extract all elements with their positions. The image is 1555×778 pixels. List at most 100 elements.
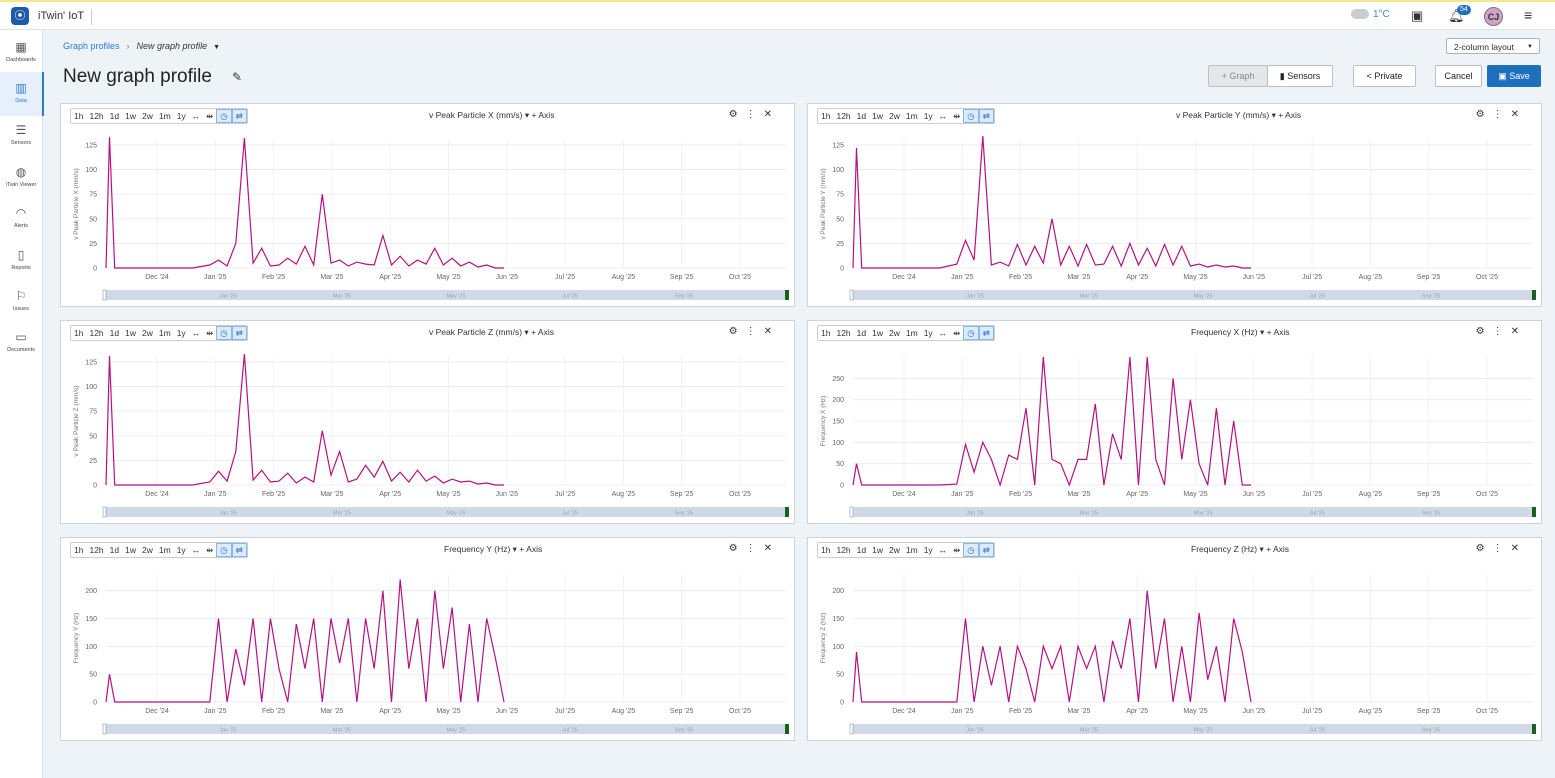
- sync-icon[interactable]: ⇄: [978, 326, 994, 340]
- close-icon[interactable]: ✕: [1510, 109, 1527, 120]
- clock-icon[interactable]: ◷: [216, 109, 232, 123]
- graph-title[interactable]: v Peak Particle Y (mm/s) ▾ + Axis: [1176, 110, 1301, 121]
- more-icon[interactable]: ⋮: [1492, 543, 1511, 554]
- time-button[interactable]: 1m: [905, 111, 918, 121]
- navigator-handle-right[interactable]: [1532, 290, 1536, 300]
- time-button[interactable]: 1d: [109, 111, 120, 121]
- more-icon[interactable]: ⋮: [1492, 109, 1511, 120]
- time-button[interactable]: 1d: [109, 545, 120, 555]
- sensors-button[interactable]: ▮ Sensors: [1267, 65, 1333, 87]
- sidebar-item-reports[interactable]: ▯ Reports: [0, 243, 42, 283]
- time-button[interactable]: 1h: [74, 111, 84, 121]
- sidebar-item-itwin-viewer[interactable]: ◍ iTwin Viewer: [0, 160, 42, 200]
- time-button[interactable]: 2w: [142, 328, 153, 338]
- add-axis-button[interactable]: + Axis: [1266, 544, 1290, 554]
- sync-icon[interactable]: ⇄: [978, 543, 994, 557]
- time-button[interactable]: 1w: [125, 328, 136, 338]
- gear-icon[interactable]: ⚙: [1475, 326, 1493, 337]
- add-axis-button[interactable]: + Axis: [531, 110, 555, 120]
- range-navigator[interactable]: [851, 507, 1535, 517]
- range-navigator[interactable]: [851, 724, 1535, 734]
- time-button[interactable]: ↔: [191, 545, 201, 555]
- time-button[interactable]: 1h: [821, 328, 831, 338]
- chart-area[interactable]: 0 50 100 150 200 250 Dec '24 Jan '25 Feb '25 Mar …: [808, 343, 1541, 523]
- time-button[interactable]: 1y: [176, 111, 186, 121]
- time-button[interactable]: 12h: [836, 328, 851, 338]
- layout-select[interactable]: 2-column layout ▼: [1446, 38, 1540, 54]
- time-button[interactable]: 1y: [176, 328, 186, 338]
- time-button[interactable]: ↔: [191, 111, 201, 121]
- time-button[interactable]: 12h: [89, 111, 104, 121]
- chart-area[interactable]: 0 25 50 75 100 125 Dec '24 Jan '25 Feb '25 Mar '2…: [808, 126, 1541, 306]
- time-button[interactable]: 1w: [872, 328, 883, 338]
- sidebar-item-dashboards[interactable]: ▦ Dashboards: [0, 35, 42, 75]
- clock-icon[interactable]: ◷: [963, 326, 979, 340]
- time-button[interactable]: 1d: [856, 545, 867, 555]
- add-axis-button[interactable]: + Axis: [1266, 327, 1290, 337]
- cancel-button[interactable]: Cancel: [1435, 65, 1482, 87]
- gear-icon[interactable]: ⚙: [1475, 109, 1493, 120]
- close-icon[interactable]: ✕: [1510, 543, 1527, 554]
- gear-icon[interactable]: ⚙: [728, 543, 746, 554]
- time-button[interactable]: 1w: [872, 111, 883, 121]
- navigator-handle-right[interactable]: [785, 290, 789, 300]
- time-button[interactable]: 1y: [923, 545, 933, 555]
- navigator-handle-left[interactable]: [849, 289, 854, 301]
- navigator-handle-right[interactable]: [1532, 507, 1536, 517]
- add-axis-button[interactable]: + Axis: [1278, 110, 1302, 120]
- time-button[interactable]: 1d: [856, 111, 867, 121]
- navigator-handle-left[interactable]: [102, 289, 107, 301]
- time-button[interactable]: ⇹: [953, 328, 961, 338]
- time-button[interactable]: 1m: [158, 545, 171, 555]
- time-button[interactable]: 1y: [923, 111, 933, 121]
- docs-icon[interactable]: ▣: [1411, 8, 1424, 23]
- time-button[interactable]: ⇹: [953, 545, 961, 555]
- time-button[interactable]: 1d: [109, 328, 120, 338]
- pencil-icon[interactable]: ✎: [232, 70, 243, 84]
- time-button[interactable]: 2w: [142, 111, 153, 121]
- close-icon[interactable]: ✕: [763, 543, 780, 554]
- navigator-handle-left[interactable]: [849, 723, 854, 735]
- chart-area[interactable]: 0 25 50 75 100 125 Dec '24 Jan '25 Feb '25 Mar '2…: [61, 126, 794, 306]
- navigator-handle-left[interactable]: [102, 723, 107, 735]
- time-button[interactable]: 1w: [125, 545, 136, 555]
- graph-title[interactable]: v Peak Particle X (mm/s) ▾ + Axis: [429, 110, 554, 121]
- time-button[interactable]: ↔: [938, 111, 948, 121]
- time-button[interactable]: 1h: [74, 545, 84, 555]
- time-button[interactable]: 2w: [889, 111, 900, 121]
- range-navigator[interactable]: [104, 507, 788, 517]
- time-button[interactable]: 12h: [89, 328, 104, 338]
- time-button[interactable]: 1d: [856, 328, 867, 338]
- private-button[interactable]: < Private: [1353, 65, 1416, 87]
- time-button[interactable]: ↔: [191, 328, 201, 338]
- clock-icon[interactable]: ◷: [216, 543, 232, 557]
- time-button[interactable]: 2w: [142, 545, 153, 555]
- graph-title[interactable]: Frequency Z (Hz) ▾ + Axis: [1191, 544, 1289, 555]
- more-icon[interactable]: ⋮: [1492, 326, 1511, 337]
- more-icon[interactable]: ⋮: [745, 109, 764, 120]
- time-button[interactable]: 1h: [821, 545, 831, 555]
- close-icon[interactable]: ✕: [763, 326, 780, 337]
- sidebar-item-data[interactable]: ▥ Data: [0, 72, 44, 116]
- time-button[interactable]: 1m: [158, 328, 171, 338]
- avatar[interactable]: CJ: [1484, 7, 1503, 26]
- time-button[interactable]: 1y: [923, 328, 933, 338]
- time-button[interactable]: 1w: [872, 545, 883, 555]
- time-button[interactable]: 12h: [836, 545, 851, 555]
- add-axis-button[interactable]: + Axis: [519, 544, 543, 554]
- close-icon[interactable]: ✕: [763, 109, 780, 120]
- itwin-logo-icon[interactable]: ⦿: [11, 7, 29, 25]
- clock-icon[interactable]: ◷: [216, 326, 232, 340]
- navigator-handle-left[interactable]: [849, 506, 854, 518]
- menu-icon[interactable]: ≡: [1524, 7, 1533, 23]
- sidebar-item-sensors[interactable]: ☰ Sensors: [0, 118, 42, 158]
- chart-area[interactable]: 0 25 50 75 100 125 Dec '24 Jan '25 Feb '25 Mar '2…: [61, 343, 794, 523]
- breadcrumb-current[interactable]: New graph profile: [136, 41, 208, 51]
- more-icon[interactable]: ⋮: [745, 543, 764, 554]
- add-graph-button[interactable]: + Graph: [1208, 65, 1268, 87]
- time-button[interactable]: ⇹: [206, 545, 214, 555]
- time-button[interactable]: ⇹: [953, 111, 961, 121]
- time-button[interactable]: ⇹: [206, 328, 214, 338]
- time-button[interactable]: 2w: [889, 545, 900, 555]
- time-button[interactable]: ↔: [938, 328, 948, 338]
